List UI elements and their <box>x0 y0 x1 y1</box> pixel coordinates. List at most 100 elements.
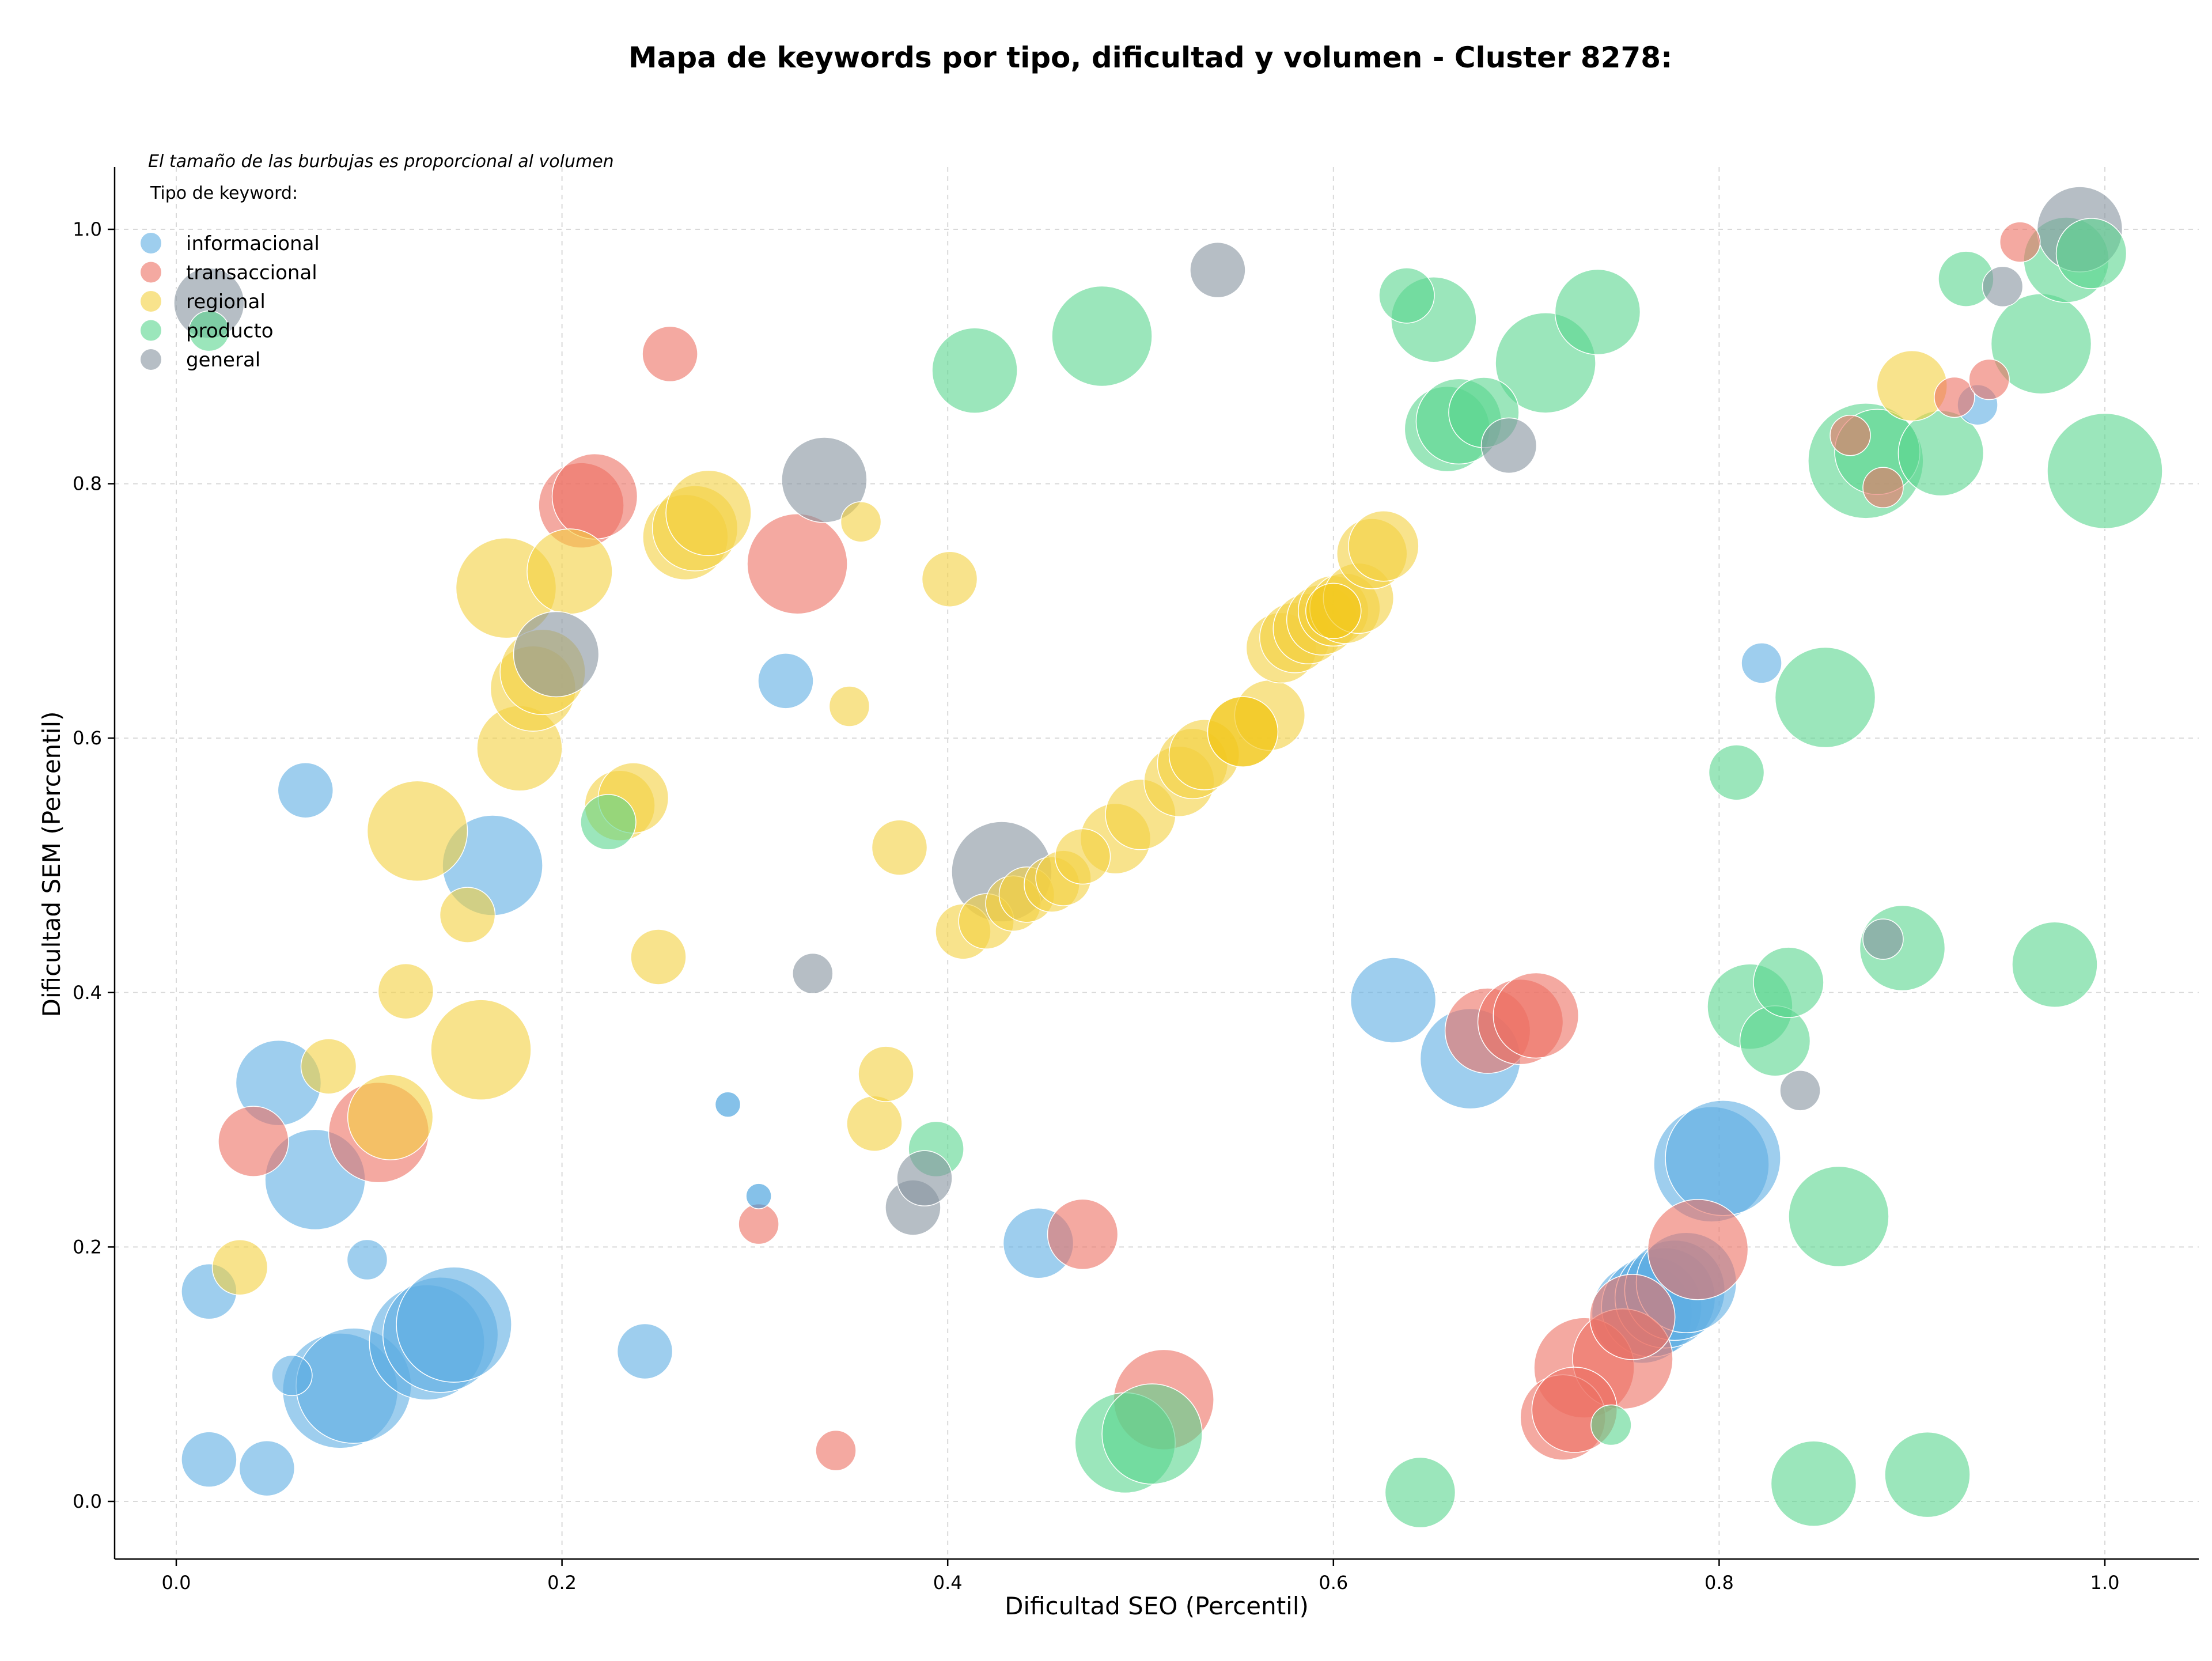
bubble-point-general <box>1779 1070 1821 1111</box>
legend-label: general <box>186 349 260 372</box>
x-axis-label: Dificultad SEO (Percentil) <box>1005 1592 1309 1620</box>
x-axis-ticks: 0.0 0.2 0.4 0.6 0.8 1.0 <box>162 1559 2120 1594</box>
bubble-point-regional <box>430 999 532 1100</box>
bubble-point-regional <box>846 1095 903 1152</box>
bubble-point-producto <box>1378 267 1435 324</box>
bubble-point-transaccional <box>1493 972 1580 1059</box>
bubble-point-general <box>1982 266 2024 308</box>
bubble-point-regional <box>527 528 613 615</box>
bubble-point-producto <box>1384 1456 1456 1528</box>
bubble-point-producto <box>1051 285 1153 387</box>
bubble-point-regional <box>366 780 468 882</box>
bubble-point-producto <box>1739 1005 1811 1077</box>
legend-label: regional <box>186 290 266 313</box>
bubble-point-informacional <box>346 1239 388 1281</box>
bubble-point-producto <box>1590 1404 1632 1446</box>
bubble-point-regional <box>858 1046 914 1102</box>
bubble-point-producto <box>931 327 1018 414</box>
bubble-point-transaccional <box>551 453 638 540</box>
legend-marker <box>141 349 161 370</box>
legend-label: transaccional <box>186 262 317 285</box>
x-tick-label: 0.0 <box>162 1572 191 1594</box>
bubble-point-regional <box>630 929 687 985</box>
bubble-point-producto <box>1788 1166 1889 1267</box>
x-tick-label: 0.6 <box>1319 1572 1348 1594</box>
bubble-point-producto <box>580 794 637 850</box>
bubble-point-regional <box>828 686 870 727</box>
bubble-point-producto <box>1774 646 1876 748</box>
bubble-point-general <box>1190 241 1246 298</box>
y-tick-label: 1.0 <box>73 218 102 240</box>
bubble-point-producto <box>2055 218 2127 289</box>
y-tick-label: 0.2 <box>73 1236 102 1258</box>
bubble-point-transaccional <box>1647 1199 1749 1300</box>
bubble-point-informacional <box>271 1354 313 1397</box>
bubble-point-producto <box>1884 1431 1971 1518</box>
bubble-point-producto <box>1101 1383 1203 1485</box>
legend-label: informacional <box>186 232 320 255</box>
legend-title: Tipo de keyword: <box>150 183 298 203</box>
bubble-point-regional-intenso <box>1305 582 1362 640</box>
bubble-point-regional <box>840 501 882 543</box>
bubble-point-transaccional <box>738 1203 779 1245</box>
bubble-point-informacional-intenso <box>745 1183 772 1209</box>
bubble-point-general <box>781 437 868 523</box>
bubble-point-producto <box>1770 1440 1857 1527</box>
bubble-point-transaccional <box>1589 1274 1676 1360</box>
bubble-point-transaccional <box>218 1106 289 1177</box>
legend-marker <box>141 233 161 253</box>
y-tick-label: 0.6 <box>73 727 102 749</box>
bubble-point-regional <box>921 551 978 607</box>
y-tick-label: 0.4 <box>73 982 102 1004</box>
bubble-point-regional-intenso <box>1207 696 1279 767</box>
x-tick-label: 0.4 <box>933 1572 963 1594</box>
bubble-point-transaccional <box>1968 358 2010 400</box>
bubble-point-general <box>1862 918 1904 960</box>
bubble-point-transaccional <box>1999 221 2041 263</box>
bubble-point-transaccional <box>815 1429 857 1471</box>
bubble-point-producto <box>2012 921 2098 1008</box>
x-tick-label: 0.2 <box>547 1572 577 1594</box>
bubble-point-general <box>896 1150 953 1206</box>
y-tick-label: 0.8 <box>73 473 102 495</box>
legend-label: producto <box>186 320 274 343</box>
bubble-point-regional <box>1348 510 1419 582</box>
bubble-point-producto <box>1753 947 1824 1018</box>
bubble-point-informacional <box>1741 642 1782 684</box>
bubble-point-transaccional <box>1862 467 1904 508</box>
y-axis-ticks: 0.0 0.2 0.4 0.6 0.8 1.0 <box>73 218 115 1512</box>
bubble-point-regional <box>871 819 928 876</box>
bubble-point-transaccional <box>747 513 848 615</box>
bubble-point-transaccional <box>642 326 698 383</box>
bubble-point-producto <box>188 310 230 352</box>
bubble-point-producto <box>2047 413 2163 529</box>
legend: Tipo de keyword: informacional transaccio… <box>141 183 320 372</box>
y-axis-label: Dificultad SEM (Percentil) <box>37 712 66 1017</box>
legend-marker <box>141 320 161 341</box>
bubble-point-informacional <box>616 1323 673 1380</box>
bubble-point-regional <box>300 1038 357 1095</box>
bubble-point-informacional <box>1665 1100 1781 1216</box>
bubble-point-producto <box>1554 268 1641 355</box>
bubble-point-transaccional <box>1934 376 1975 418</box>
bubbles <box>173 186 2163 1528</box>
legend-marker <box>141 291 161 312</box>
bubble-point-informacional <box>181 1431 237 1488</box>
bubble-point-informacional <box>757 653 814 709</box>
legend-marker <box>141 262 161 283</box>
chart-title: Mapa de keywords por tipo, dificultad y … <box>628 41 1672 74</box>
bubble-point-informacional <box>238 1440 296 1497</box>
y-tick-label: 0.0 <box>73 1490 102 1512</box>
bubble-point-informacional <box>396 1266 512 1383</box>
bubble-point-general <box>513 611 600 698</box>
bubble-point-informacional <box>1350 957 1437 1043</box>
bubble-point-regional <box>665 470 752 557</box>
bubble-point-regional <box>439 887 496 943</box>
x-tick-label: 0.8 <box>1705 1572 1734 1594</box>
bubble-point-general <box>1480 417 1537 474</box>
x-tick-label: 1.0 <box>2090 1572 2120 1594</box>
bubble-point-regional <box>377 963 434 1020</box>
bubble-point-producto <box>1708 744 1765 801</box>
bubble-point-general <box>792 952 834 994</box>
